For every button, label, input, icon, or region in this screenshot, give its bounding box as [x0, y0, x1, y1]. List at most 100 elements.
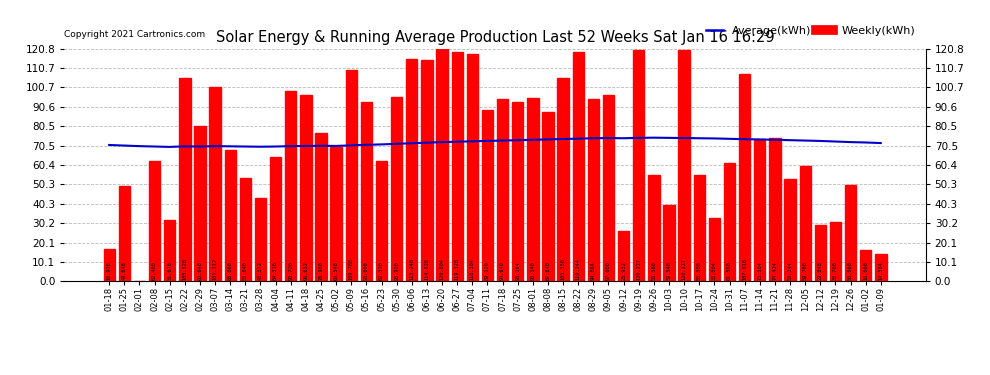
Bar	[421, 60, 433, 281]
Text: 14.384: 14.384	[878, 261, 883, 280]
Bar	[179, 78, 190, 281]
Bar	[300, 95, 312, 281]
Bar	[119, 186, 130, 281]
Text: 94.640: 94.640	[500, 261, 505, 280]
Bar	[663, 205, 674, 281]
Text: 101.112: 101.112	[213, 258, 218, 280]
Text: 119.244: 119.244	[576, 258, 581, 280]
Text: 114.828: 114.828	[425, 258, 430, 280]
Bar	[739, 74, 750, 281]
Bar	[316, 133, 327, 281]
Text: 53.840: 53.840	[243, 261, 248, 280]
Text: 80.640: 80.640	[197, 261, 203, 280]
Text: Copyright 2021 Cartronics.com: Copyright 2021 Cartronics.com	[64, 30, 206, 39]
Text: 105.528: 105.528	[182, 258, 187, 280]
Bar	[104, 249, 115, 281]
Text: 50.068: 50.068	[848, 261, 853, 280]
Bar	[815, 225, 826, 281]
Text: 30.768: 30.768	[833, 261, 838, 280]
Bar	[376, 161, 387, 281]
Bar	[694, 175, 705, 281]
Bar	[406, 60, 418, 281]
Bar	[466, 54, 478, 281]
Bar	[225, 150, 236, 281]
Text: 25.932: 25.932	[621, 261, 626, 280]
Title: Solar Energy & Running Average Production Last 52 Weeks Sat Jan 16 16:29: Solar Energy & Running Average Productio…	[216, 30, 774, 45]
Bar	[437, 49, 447, 281]
Bar	[240, 178, 251, 281]
Text: 107.816: 107.816	[742, 258, 747, 280]
Bar	[391, 97, 402, 281]
Bar	[709, 218, 720, 281]
Text: 97.000: 97.000	[606, 261, 611, 280]
Text: 55.388: 55.388	[697, 261, 702, 280]
Text: 120.804: 120.804	[440, 258, 445, 280]
Text: 64.316: 64.316	[273, 261, 278, 280]
Bar	[557, 78, 569, 281]
Bar	[194, 126, 206, 281]
Bar	[769, 138, 780, 281]
Text: 29.048: 29.048	[818, 261, 823, 280]
Bar	[678, 50, 690, 281]
Bar	[527, 98, 539, 281]
Bar	[543, 112, 553, 281]
Text: 69.548: 69.548	[334, 261, 339, 280]
Bar	[360, 102, 372, 281]
Text: 53.144: 53.144	[787, 261, 793, 280]
Text: 119.128: 119.128	[454, 258, 459, 280]
Text: 55.388: 55.388	[651, 261, 656, 280]
Text: 89.120: 89.120	[485, 261, 490, 280]
Bar	[512, 102, 524, 281]
Bar	[800, 166, 811, 281]
Bar	[830, 222, 842, 281]
Text: 120.227: 120.227	[637, 258, 642, 280]
Bar	[482, 110, 493, 281]
Bar	[588, 99, 599, 281]
Text: 105.356: 105.356	[560, 258, 565, 280]
Bar	[844, 185, 856, 281]
Text: 16.068: 16.068	[863, 261, 868, 280]
Bar	[254, 198, 266, 281]
Bar	[497, 99, 508, 281]
Legend: Average(kWh), Weekly(kWh): Average(kWh), Weekly(kWh)	[701, 22, 920, 40]
Text: 96.632: 96.632	[303, 261, 308, 280]
Bar	[572, 52, 584, 281]
Bar	[648, 175, 659, 281]
Bar	[724, 163, 736, 281]
Text: 95.920: 95.920	[394, 261, 399, 280]
Text: 43.372: 43.372	[258, 261, 263, 280]
Text: 120.227: 120.227	[682, 258, 687, 280]
Text: 49.648: 49.648	[122, 261, 127, 280]
Text: 68.068: 68.068	[228, 261, 233, 280]
Text: 98.720: 98.720	[288, 261, 293, 280]
Text: 16.936: 16.936	[107, 261, 112, 280]
Bar	[860, 251, 871, 281]
Bar	[754, 140, 765, 281]
Text: 33.004: 33.004	[712, 261, 717, 280]
Bar	[210, 87, 221, 281]
Text: 59.768: 59.768	[803, 261, 808, 280]
Bar	[603, 94, 614, 281]
Text: 109.788: 109.788	[348, 258, 353, 280]
Text: 93.008: 93.008	[364, 261, 369, 280]
Bar	[784, 179, 796, 281]
Text: 115.240: 115.240	[409, 258, 414, 280]
Text: 31.676: 31.676	[167, 261, 172, 280]
Bar	[451, 52, 463, 281]
Text: 94.864: 94.864	[591, 261, 596, 280]
Text: 61.560: 61.560	[727, 261, 732, 280]
Text: 62.320: 62.320	[379, 261, 384, 280]
Bar	[270, 158, 281, 281]
Bar	[331, 147, 342, 281]
Bar	[148, 161, 160, 281]
Text: 95.140: 95.140	[531, 261, 536, 280]
Text: 87.840: 87.840	[545, 261, 550, 280]
Text: 74.424: 74.424	[772, 261, 777, 280]
Text: 118.304: 118.304	[470, 258, 475, 280]
Text: 62.460: 62.460	[152, 261, 157, 280]
Bar	[164, 220, 175, 281]
Bar	[875, 254, 886, 281]
Text: 39.548: 39.548	[666, 261, 671, 280]
Text: 76.960: 76.960	[319, 261, 324, 280]
Text: 73.304: 73.304	[757, 261, 762, 280]
